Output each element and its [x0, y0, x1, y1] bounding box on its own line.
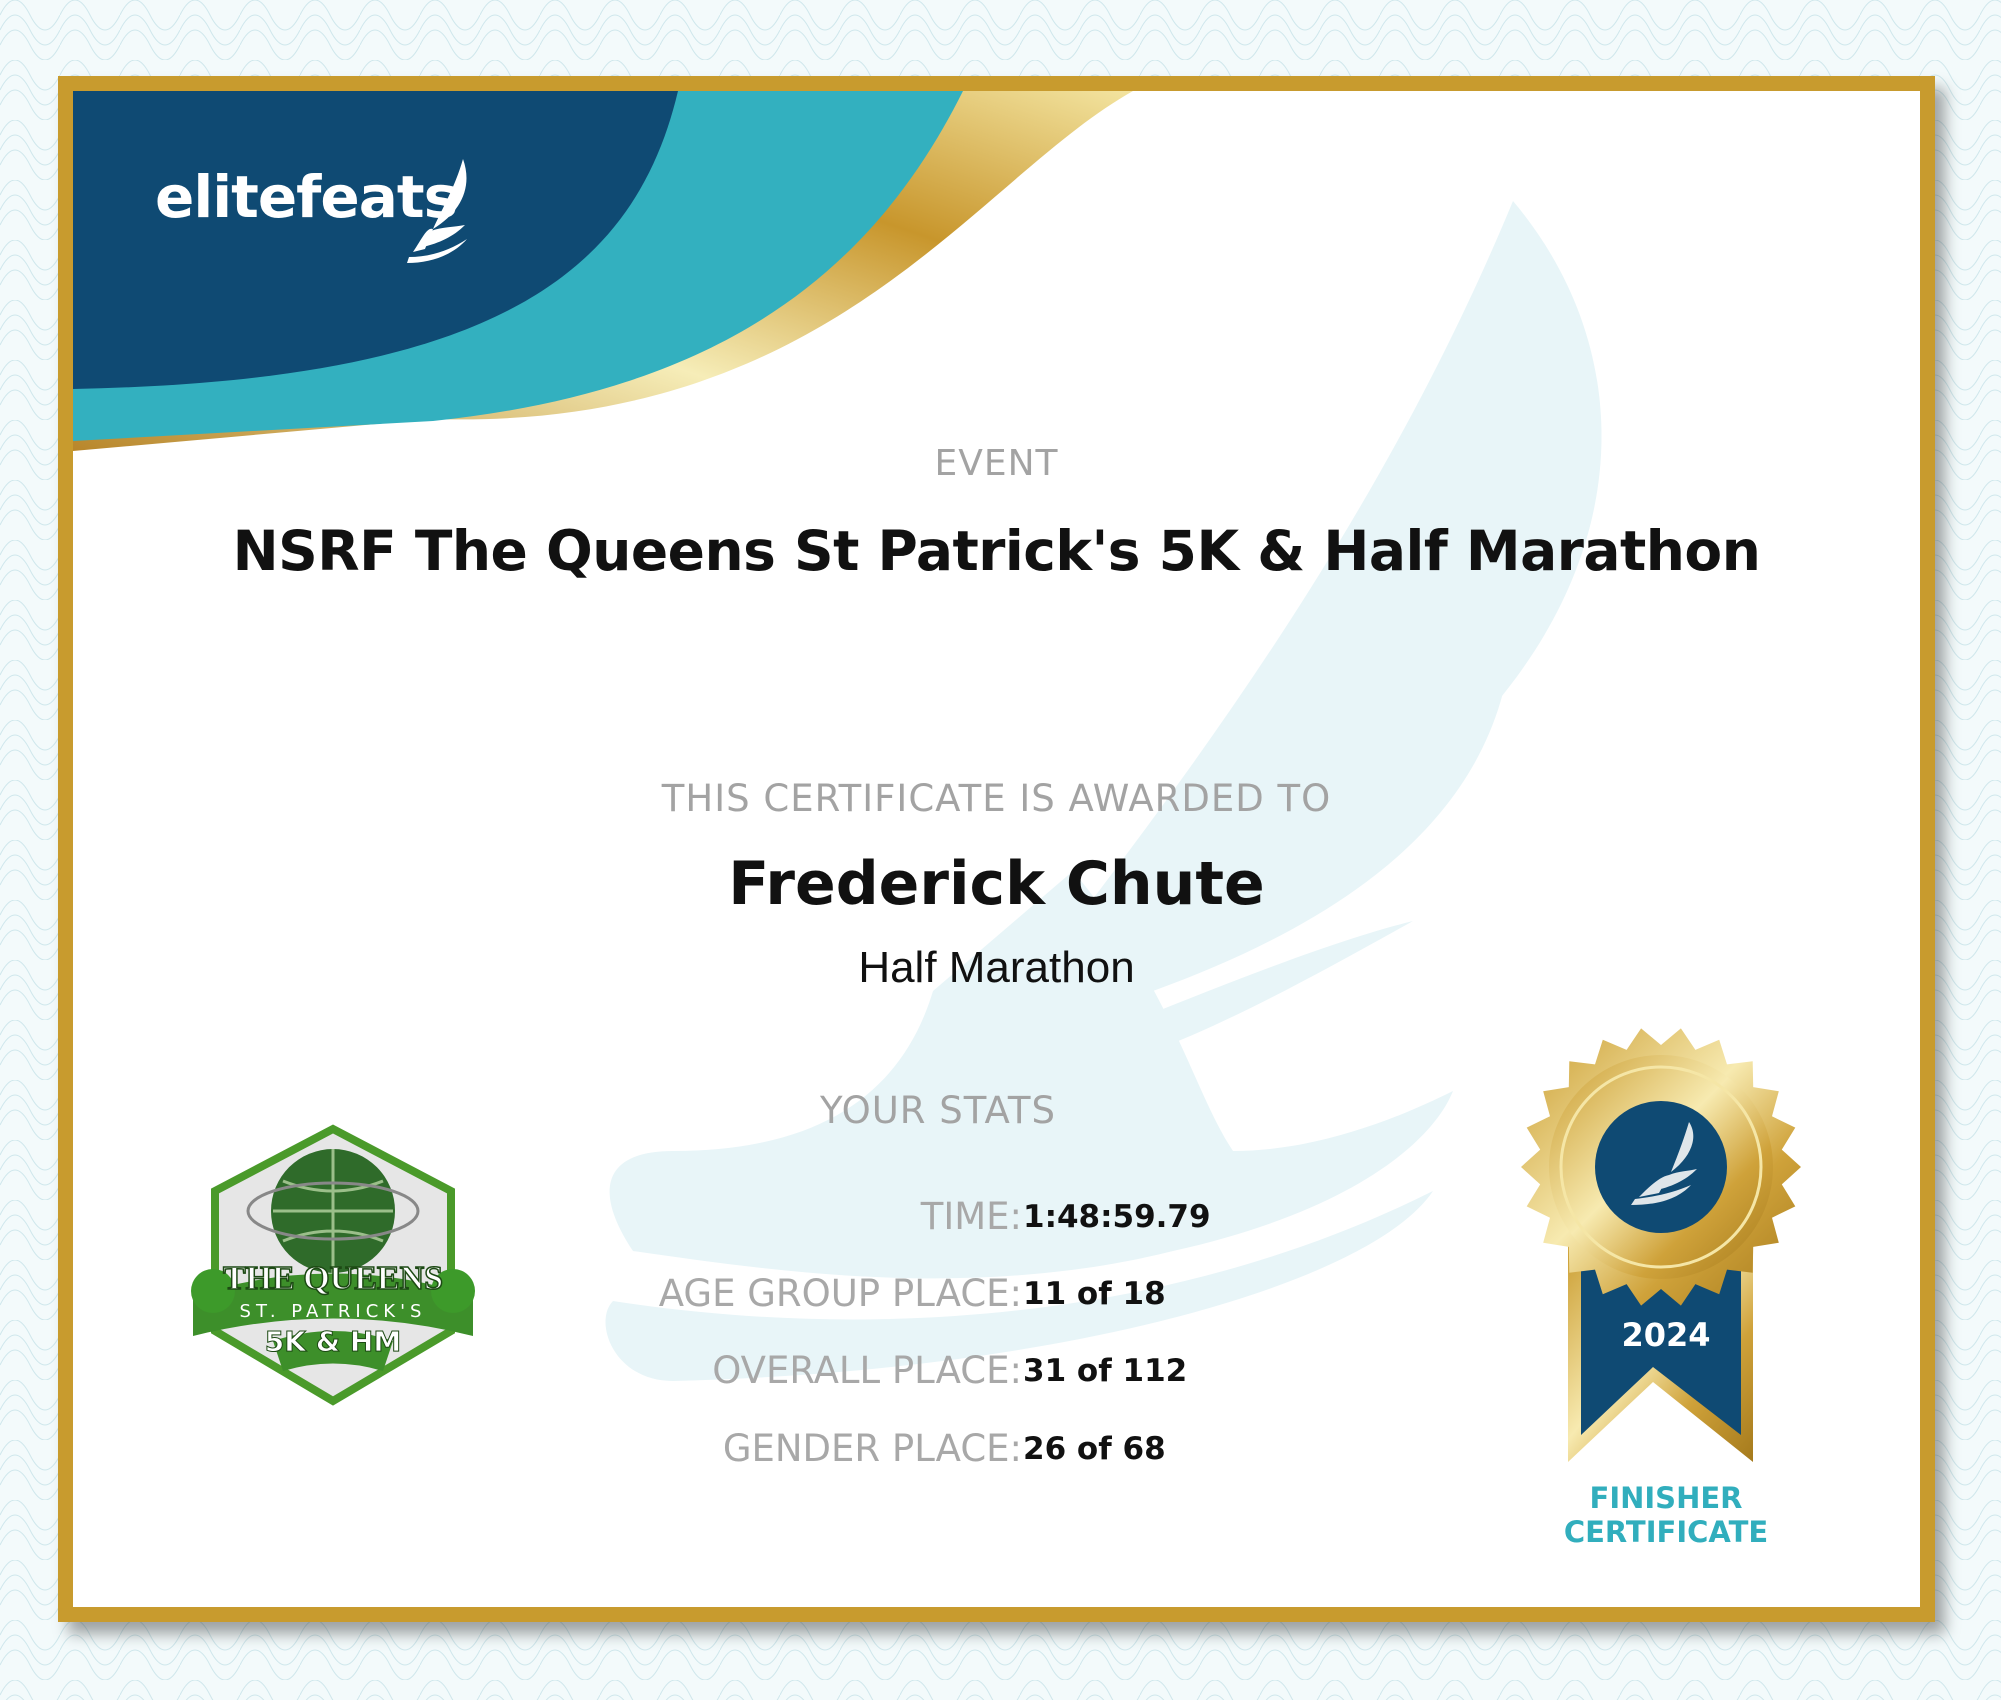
logo-line3: 5K & HM: [265, 1325, 401, 1358]
stat-label: AGE GROUP PLACE:: [658, 1272, 1022, 1315]
stat-value: 31 of 112: [1023, 1353, 1188, 1389]
stat-row-gender-place: GENDER PLACE: 26 of 68: [73, 1427, 1920, 1477]
event-title: NSRF The Queens St Patrick's 5K & Half M…: [232, 519, 1761, 583]
stat-row-overall-place: OVERALL PLACE: 31 of 112: [73, 1349, 1920, 1399]
medal-year: 2024: [1621, 1316, 1711, 1354]
finisher-certificate-label: FINISHER CERTIFICATE: [1513, 1481, 1819, 1549]
stat-label: TIME:: [920, 1195, 1022, 1238]
queens-st-patricks-logo: THE QUEENS ST. PATRICK'S 5K & HM: [191, 1124, 475, 1406]
stat-value: 26 of 68: [1023, 1431, 1166, 1467]
finisher-medal: [1521, 1028, 1801, 1462]
finisher-line2: CERTIFICATE: [1563, 1515, 1769, 1549]
finisher-line1: FINISHER: [1589, 1481, 1743, 1515]
recipient-name: Frederick Chute: [728, 849, 1265, 919]
stat-label: GENDER PLACE:: [722, 1427, 1022, 1470]
logo-line1: THE QUEENS: [223, 1260, 443, 1297]
awarded-to-label: THIS CERTIFICATE IS AWARDED TO: [661, 777, 1332, 820]
winged-foot-icon: [407, 159, 467, 263]
race-name: Half Marathon: [858, 943, 1135, 992]
stat-value: 11 of 18: [1023, 1276, 1166, 1312]
stat-row-age-group-place: AGE GROUP PLACE: 11 of 18: [73, 1272, 1920, 1322]
stat-value: 1:48:59.79: [1023, 1199, 1211, 1235]
certificate-frame: elitefeats EVENT NSRF The Queens St Patr…: [58, 76, 1935, 1622]
elitefeats-logo: elitefeats: [155, 163, 458, 231]
stat-label: OVERALL PLACE:: [712, 1349, 1022, 1392]
header-swoosh: [73, 91, 1133, 451]
stat-row-time: TIME: 1:48:59.79: [73, 1195, 1920, 1245]
event-label: EVENT: [934, 443, 1059, 484]
logo-line2: ST. PATRICK'S: [240, 1301, 427, 1322]
your-stats-label: YOUR STATS: [820, 1089, 1056, 1132]
winged-foot-watermark: [605, 201, 1602, 1381]
winged-foot-icon: [1631, 1122, 1697, 1205]
